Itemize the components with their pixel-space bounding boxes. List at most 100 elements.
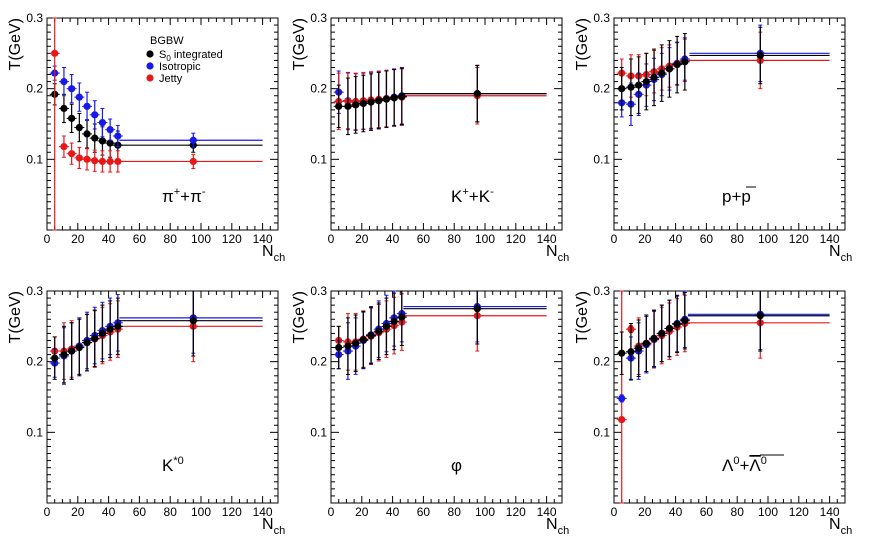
y-tick-label: 0.2 [310, 82, 327, 96]
x-tick-label: 80 [448, 505, 462, 519]
x-tick-label: 20 [638, 232, 652, 246]
data-point [382, 95, 391, 103]
x-tick-label: 20 [71, 232, 85, 246]
x-tick-label: 40 [669, 232, 683, 246]
legend-label-main: Jetty [159, 73, 183, 85]
y-tick-label: 0.1 [593, 152, 610, 166]
particle-base-bar: Λ [749, 456, 761, 475]
legend-label-sub: 0 [166, 54, 171, 63]
series-s0 [616, 290, 830, 381]
y-tick-label: 0.3 [26, 11, 43, 25]
data-point [398, 313, 406, 321]
particle-base: Λ [722, 456, 734, 475]
data-point [83, 155, 91, 163]
legend-label: Isotropic [159, 61, 201, 73]
x-axis-title-main: N [262, 243, 274, 260]
data-point [114, 322, 122, 330]
particle-label: K*0 [162, 455, 184, 475]
x-tick-label: 60 [417, 232, 431, 246]
x-tick-label: 100 [191, 232, 211, 246]
particle-base: p+p [722, 187, 751, 206]
data-point [75, 154, 83, 162]
particle-sup: + [462, 186, 468, 198]
data-point [375, 97, 383, 105]
x-tick-label: 120 [506, 232, 526, 246]
x-tick-label: 80 [164, 505, 178, 519]
x-tick-label: 60 [417, 505, 431, 519]
x-tick-label: 20 [638, 505, 652, 519]
x-tick-label: 0 [611, 505, 618, 519]
y-tick-label: 0.2 [26, 355, 43, 369]
data-point [352, 101, 360, 109]
x-tick-label: 120 [789, 232, 809, 246]
data-point [189, 157, 197, 166]
data-point [68, 347, 76, 355]
data-point [367, 331, 375, 340]
x-axis-title-sub: ch [274, 252, 286, 264]
data-point [60, 351, 68, 359]
x-tick-label: 140 [537, 232, 557, 246]
legend-marker [146, 50, 154, 58]
y-tick-label: 0.1 [26, 425, 43, 439]
data-point [106, 325, 114, 333]
x-tick-label: 0 [611, 232, 618, 246]
y-tick-label: 0.3 [593, 284, 610, 298]
y-axis-title: T(GeV) [7, 18, 24, 70]
x-axis-title-sub: ch [274, 525, 286, 537]
data-point [618, 349, 626, 357]
data-point [335, 343, 343, 352]
x-tick-label: 120 [506, 505, 526, 519]
series-iso [49, 65, 263, 148]
series-jetty [333, 66, 547, 131]
x-tick-label: 60 [133, 232, 147, 246]
x-tick-label: 80 [164, 232, 178, 246]
data-point [189, 136, 197, 144]
data-point [756, 51, 764, 60]
x-tick-label: 140 [820, 232, 840, 246]
data-point [673, 61, 681, 69]
data-point [665, 65, 674, 73]
data-point [473, 305, 481, 313]
data-point [635, 344, 643, 352]
x-tick-label: 40 [386, 505, 400, 519]
data-point [344, 102, 352, 110]
panel-1: 0 20 40 60 80 100 120 140 0.1 0.2 0.3T(GeV) Nch π++π… [7, 11, 285, 264]
data-point [51, 49, 59, 57]
legend-label-rest: integrated [171, 49, 223, 61]
series-jetty [49, 17, 263, 231]
data-point [398, 92, 406, 101]
data-point [83, 102, 91, 110]
x-tick-label: 100 [475, 232, 495, 246]
x-axis-title-main: N [546, 243, 558, 260]
x-tick-label: 60 [133, 505, 147, 519]
x-tick-label: 40 [102, 232, 116, 246]
y-tick-label: 0.1 [310, 152, 327, 166]
x-tick-label: 20 [355, 232, 369, 246]
y-tick-label: 0.3 [310, 284, 327, 298]
x-tick-label: 120 [222, 232, 242, 246]
particle-label: p+p [722, 187, 751, 206]
data-point [114, 132, 122, 140]
data-point [51, 354, 59, 362]
x-tick-label: 20 [355, 505, 369, 519]
series-iso [333, 290, 547, 380]
data-point [681, 317, 689, 325]
y-axis-title: T(GeV) [574, 18, 591, 70]
data-point [650, 334, 658, 342]
y-axis-title: T(GeV) [291, 291, 308, 343]
data-point [68, 150, 76, 158]
x-axis-title-main: N [829, 516, 841, 533]
data-point [658, 69, 666, 77]
data-point [91, 111, 99, 119]
data-point [75, 123, 83, 132]
data-point [98, 329, 107, 337]
panel-4: 0 20 40 60 80 100 120 140 0.1 0.2 0.3T(GeV) Nch K*0 [7, 284, 285, 537]
x-tick-label: 0 [328, 232, 335, 246]
data-point [390, 317, 398, 325]
particle-base: π [162, 187, 174, 206]
x-axis-title: Nch [829, 243, 852, 264]
data-point [658, 329, 666, 337]
particle-base: K [162, 456, 174, 475]
x-tick-label: 40 [102, 505, 116, 519]
x-axis-title: Nch [546, 516, 569, 537]
